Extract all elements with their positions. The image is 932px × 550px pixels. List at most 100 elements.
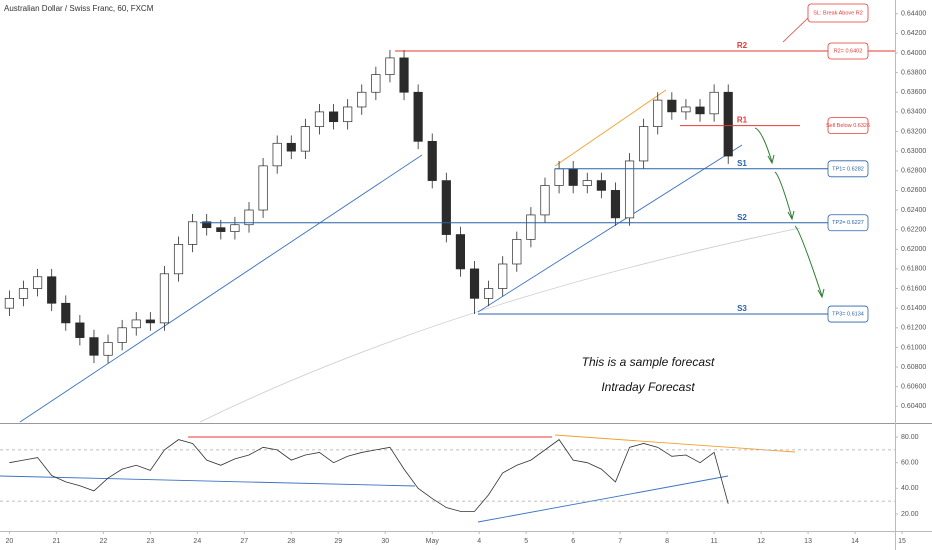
x-tick-label: 30: [381, 538, 389, 545]
y-tick-label: 0.64200: [901, 30, 926, 37]
x-tick-label: 7: [618, 538, 622, 545]
rsi-trend-line: [554, 434, 796, 453]
x-tick-label: 13: [804, 538, 812, 545]
x-tick-label: May: [426, 538, 440, 545]
y-tick-label: 0.63000: [901, 148, 926, 155]
candle-body: [61, 302, 71, 324]
candle-body: [343, 106, 353, 123]
y-tick-label: 0.62200: [901, 226, 926, 233]
callout-box: [827, 214, 869, 232]
y-tick-label: 0.63400: [901, 109, 926, 116]
rsi-trend-line: [0, 475, 416, 487]
candle-body: [455, 234, 465, 270]
level-name: R1: [737, 116, 748, 125]
rsi-line: [9, 439, 729, 512]
candle-body: [469, 268, 480, 299]
candle-body: [117, 327, 127, 343]
candle-body: [512, 239, 522, 265]
candle-body: [681, 106, 691, 113]
callout-box: [827, 305, 869, 323]
candle-body: [300, 126, 310, 152]
candle-body: [47, 276, 57, 304]
y-tick-label: 0.61800: [901, 266, 926, 273]
forecast-arrows: [754, 127, 825, 299]
candle-body: [357, 91, 367, 108]
candle-body: [441, 180, 451, 235]
rsi-trend-line: [477, 475, 729, 523]
y-tick-label: 0.64000: [901, 50, 926, 57]
candle-body: [568, 168, 578, 186]
x-tick-label: 14: [851, 538, 859, 545]
candle-body: [216, 227, 226, 232]
x-tick-label: 4: [477, 538, 481, 545]
candle-body: [202, 221, 212, 229]
y-tick-label: 0.60600: [901, 384, 926, 391]
y-tick-label: 0.64400: [901, 11, 926, 18]
x-tick-label: 12: [757, 538, 765, 545]
level-name: S1: [737, 159, 747, 168]
candle-body: [723, 91, 733, 157]
x-tick-label: 23: [146, 538, 154, 545]
x-tick-label: 20: [5, 538, 13, 545]
candle-body: [75, 322, 85, 338]
level-name: R2: [737, 41, 748, 50]
x-tick-label: 11: [710, 538, 717, 545]
callout-text: R2= 0.6402: [834, 48, 863, 54]
level-name: S2: [737, 213, 747, 222]
y-tick-label: 0.61200: [901, 325, 926, 332]
candle-body: [385, 57, 395, 75]
candle-body: [709, 91, 719, 115]
trend-line: [19, 154, 423, 423]
rsi-tick-label: 80.00: [901, 434, 919, 441]
candle-body: [413, 91, 423, 142]
y-tick-label: 0.62800: [901, 168, 926, 175]
candle-body: [484, 288, 494, 299]
x-tick-label: 29: [334, 538, 342, 545]
level-name: S3: [737, 304, 747, 313]
callout-text: TP1= 0.6282: [832, 166, 864, 172]
x-tick-label: 28: [287, 538, 295, 545]
candle-body: [314, 111, 325, 127]
callout-pointer: [782, 17, 809, 43]
candle-body: [596, 180, 606, 191]
candle-body: [258, 165, 268, 211]
candle-body: [4, 297, 14, 309]
candle-body: [244, 209, 254, 226]
x-tick-label: 27: [240, 538, 248, 545]
x-tick-label: 15: [898, 538, 906, 545]
candle-body: [610, 190, 621, 219]
candle-body: [103, 342, 113, 356]
stop-note: SL: Break Above R2: [813, 10, 863, 16]
rsi-tick-label: 40.00: [901, 485, 919, 492]
candle-body: [526, 214, 536, 240]
candle-body: [653, 99, 663, 127]
candle-body: [230, 224, 240, 232]
candle-body: [624, 160, 635, 219]
candle-body: [582, 180, 592, 186]
candle-body: [540, 185, 550, 216]
candle-body: [328, 111, 339, 123]
y-tick-label: 0.61000: [901, 344, 926, 351]
y-tick-label: 0.60800: [901, 364, 926, 371]
candle-body: [188, 221, 198, 245]
candle-body: [18, 288, 29, 299]
candle-body: [498, 263, 508, 289]
callout-text: TP2= 0.6227: [832, 220, 864, 226]
rsi-tick-label: 60.00: [901, 460, 919, 467]
y-tick-label: 0.61600: [901, 285, 926, 292]
trend-line: [554, 89, 667, 167]
y-tick-label: 0.62400: [901, 207, 926, 214]
y-tick-label: 0.63600: [901, 89, 926, 96]
trend-line: [477, 144, 743, 313]
candle-body: [554, 168, 564, 186]
callout-box: [827, 42, 869, 60]
moving-average: [199, 227, 801, 423]
candle-body: [159, 273, 170, 324]
y-tick-label: 0.62600: [901, 187, 926, 194]
annotation: Intraday Forecast: [601, 380, 695, 394]
candle-body: [371, 74, 381, 93]
candle-body: [33, 276, 43, 289]
callout-text: Sell Below 0.6326: [826, 123, 870, 129]
